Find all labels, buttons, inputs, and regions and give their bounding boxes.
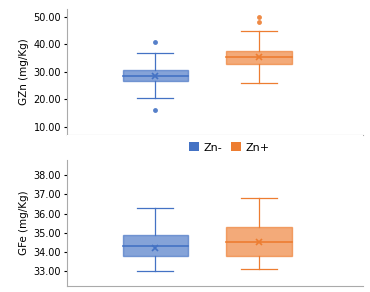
Y-axis label: GZn (mg/Kg): GZn (mg/Kg) — [19, 39, 29, 105]
Bar — [123, 70, 188, 81]
Bar — [226, 227, 292, 256]
Bar — [226, 51, 292, 64]
Bar — [123, 234, 188, 256]
Legend: Zn-, Zn+: Zn-, Zn+ — [189, 142, 270, 152]
Y-axis label: GFe (mg/Kg): GFe (mg/Kg) — [19, 191, 29, 256]
